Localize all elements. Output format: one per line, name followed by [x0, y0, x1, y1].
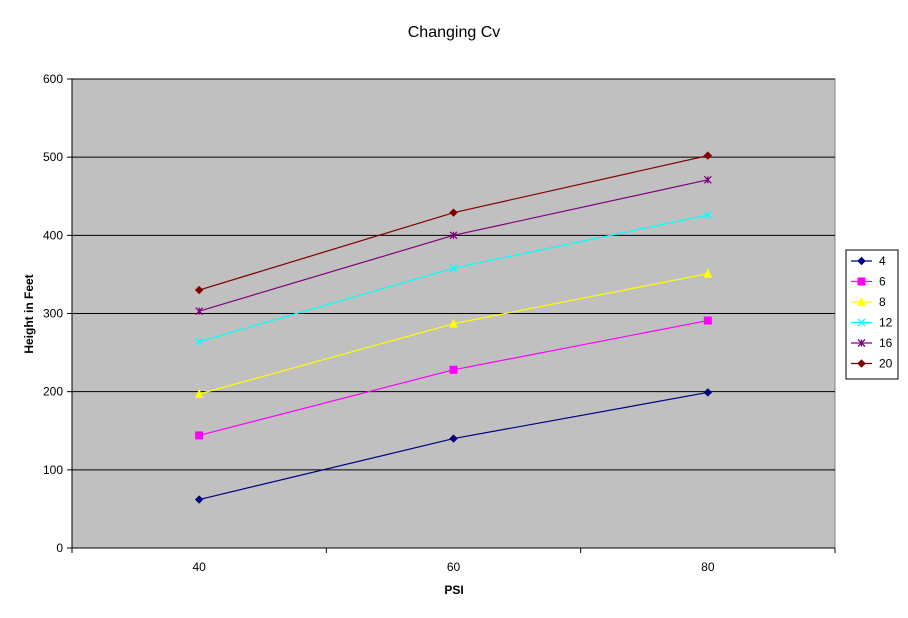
legend-label: 4	[879, 254, 886, 268]
y-tick-label: 500	[43, 150, 63, 164]
data-point-6	[703, 316, 712, 325]
data-point-4	[703, 388, 713, 397]
data-point-16	[703, 175, 712, 184]
legend-box	[845, 249, 899, 380]
data-point-12	[703, 211, 712, 219]
legend-item-20: 20	[851, 357, 893, 371]
legend-item-16: 16	[851, 336, 893, 350]
legend-marker	[857, 339, 866, 347]
series-8	[194, 268, 713, 399]
legend-marker	[857, 318, 866, 327]
data-point-8	[194, 388, 204, 399]
legend-label: 8	[879, 295, 886, 309]
series-6	[195, 316, 712, 440]
legend-marker	[857, 359, 866, 368]
data-point-8	[703, 268, 713, 278]
series-16	[195, 175, 712, 316]
data-point-12	[195, 337, 204, 346]
y-tick-label: 200	[43, 385, 63, 399]
series-20	[194, 151, 713, 295]
data-point-8	[449, 318, 458, 328]
legend-item-12: 12	[851, 316, 893, 330]
y-tick-label: 400	[43, 228, 63, 242]
legend-marker	[857, 256, 866, 266]
legend-item-4: 4	[851, 254, 886, 268]
legend-marker	[857, 296, 866, 306]
legend-marker	[857, 277, 866, 286]
data-point-16	[195, 307, 204, 316]
data-point-4	[449, 434, 458, 443]
x-axis-title: PSI	[444, 583, 463, 597]
legend-label: 20	[879, 357, 893, 371]
series-4	[194, 388, 713, 504]
data-point-20	[703, 151, 713, 160]
legend: 4 6 8 12 16 20	[845, 249, 899, 380]
y-tick-label: 600	[43, 72, 63, 86]
legend-item-8: 8	[851, 295, 886, 309]
series-12	[195, 211, 712, 346]
data-point-4	[194, 495, 204, 504]
chart-title: Changing Cv	[408, 24, 501, 41]
data-point-20	[194, 285, 204, 295]
x-tick-label: 40	[192, 560, 206, 574]
plot-area: 0 100 200 300 400 500 600 40 60 80	[43, 72, 836, 574]
x-tick-label: 80	[701, 560, 715, 574]
data-point-12	[449, 264, 458, 273]
data-point-16	[449, 231, 458, 240]
x-tick-label: 60	[447, 560, 461, 574]
data-point-6	[449, 365, 458, 374]
y-tick-label: 0	[56, 541, 63, 555]
legend-item-6: 6	[851, 275, 886, 289]
data-point-20	[449, 208, 458, 217]
data-point-6	[195, 431, 204, 440]
legend-label: 12	[879, 316, 893, 330]
y-axis-title: Height in Feet	[22, 274, 36, 353]
y-tick-label: 300	[43, 307, 63, 321]
y-tick-label: 100	[43, 463, 63, 477]
legend-label: 16	[879, 336, 893, 350]
legend-label: 6	[879, 275, 886, 289]
